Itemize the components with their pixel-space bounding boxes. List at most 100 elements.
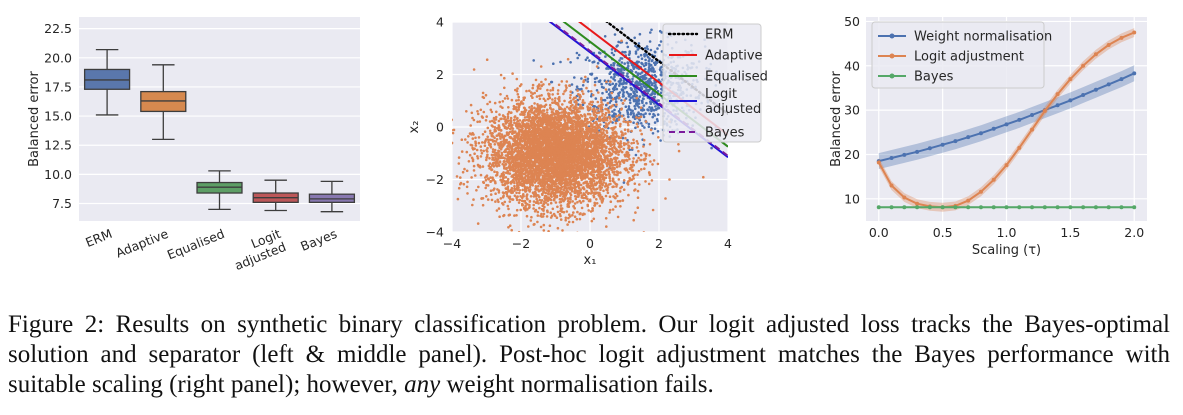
scatter-point xyxy=(519,183,523,187)
scatter-point xyxy=(575,51,579,55)
scatter-point xyxy=(648,106,651,109)
scatter-point xyxy=(593,80,597,84)
scatter-point xyxy=(586,183,590,186)
scatter-point xyxy=(581,186,585,190)
scatter-point xyxy=(476,155,479,158)
scatter-point xyxy=(559,115,562,119)
scatter-point xyxy=(582,182,585,185)
scatter-point xyxy=(644,180,647,183)
scatter-point xyxy=(497,155,501,159)
scatter-point xyxy=(617,94,621,97)
scatter-point xyxy=(467,135,470,138)
scatter-point xyxy=(525,168,529,171)
scatter-point xyxy=(501,191,505,194)
scatter-point xyxy=(638,95,642,98)
scatter-point xyxy=(512,173,516,176)
scatter-point xyxy=(590,118,593,122)
scatter-point xyxy=(652,112,655,116)
scatter-point xyxy=(605,103,608,107)
scatter-point xyxy=(625,41,628,45)
scatter-point xyxy=(599,98,603,101)
scatter-point xyxy=(636,125,640,128)
scatter-point xyxy=(593,156,596,160)
scatter-point xyxy=(614,100,618,103)
scatter-point xyxy=(656,99,659,102)
scatter-point xyxy=(634,50,638,53)
scatter-point xyxy=(554,115,558,119)
x-category-line: Equalised xyxy=(165,226,227,263)
scatter-point xyxy=(509,116,513,120)
scatter-point xyxy=(577,192,581,196)
scatter-point xyxy=(505,166,509,170)
scatter-point xyxy=(503,76,506,80)
scatter-point xyxy=(495,151,498,155)
scatter-point xyxy=(538,198,542,202)
scatter-point xyxy=(502,140,506,143)
scatter-point xyxy=(532,59,535,62)
scatter-point xyxy=(594,115,598,119)
scatter-point xyxy=(528,203,531,207)
scatter-point xyxy=(548,96,552,100)
scatter-point xyxy=(581,99,585,102)
scatter-point xyxy=(589,116,592,119)
scatter-point xyxy=(524,109,528,112)
scatter-point xyxy=(635,94,638,97)
scatter-point xyxy=(493,126,497,129)
scatter-point xyxy=(595,76,598,80)
scatter-point xyxy=(618,84,621,87)
scatter-point xyxy=(613,135,617,139)
scatter-point xyxy=(535,89,539,92)
scatter-point xyxy=(489,146,493,149)
scatter-point xyxy=(574,127,577,131)
scatter-point xyxy=(599,188,602,192)
scatter-point xyxy=(592,121,596,125)
scatter-point xyxy=(539,145,543,149)
scatter-point xyxy=(542,97,546,101)
scatter-point xyxy=(618,111,622,115)
scatter-point xyxy=(597,193,600,197)
scatter-point xyxy=(576,89,579,92)
scatter-point xyxy=(643,47,647,50)
scatter-point xyxy=(636,98,640,102)
scatter-point xyxy=(620,66,623,70)
scatter-point xyxy=(533,106,536,110)
scatter-point xyxy=(540,167,543,171)
scatter-point xyxy=(506,115,510,118)
scatter-point xyxy=(615,183,619,186)
scatter-point xyxy=(657,136,660,139)
scatter-point xyxy=(611,87,615,91)
scatter-point xyxy=(536,210,540,214)
scatter-point xyxy=(575,234,578,237)
scatter-point xyxy=(644,58,647,62)
scatter-point xyxy=(568,96,572,99)
scatter-point xyxy=(563,99,566,103)
scatter-point xyxy=(523,141,527,145)
scatter-point xyxy=(466,141,469,144)
scatter-point xyxy=(502,213,506,217)
scatter-point xyxy=(640,168,643,171)
scatter-point xyxy=(588,59,591,62)
scatter-point xyxy=(490,110,494,114)
scatter-point xyxy=(580,194,584,197)
scatter-point xyxy=(653,73,657,77)
scatter-point xyxy=(636,48,640,51)
scatter-point xyxy=(531,126,534,130)
scatter-point xyxy=(482,181,486,184)
scatter-point xyxy=(631,77,634,81)
scatter-point xyxy=(604,182,608,185)
scatter-point xyxy=(511,198,515,201)
scatter-point xyxy=(503,200,507,204)
scatter-point xyxy=(551,93,554,96)
scatter-point xyxy=(631,109,634,113)
scatter-point xyxy=(530,108,534,112)
scatter-point xyxy=(591,174,595,178)
scatter-point xyxy=(583,119,587,122)
scatter-point xyxy=(627,115,630,119)
scatter-point xyxy=(621,50,624,54)
scatter-point xyxy=(617,113,621,117)
scatter-point xyxy=(655,61,659,64)
scatter-point xyxy=(635,113,639,117)
scatter-point xyxy=(599,130,603,134)
scatter-point xyxy=(577,169,580,173)
scatter-point xyxy=(488,143,491,146)
